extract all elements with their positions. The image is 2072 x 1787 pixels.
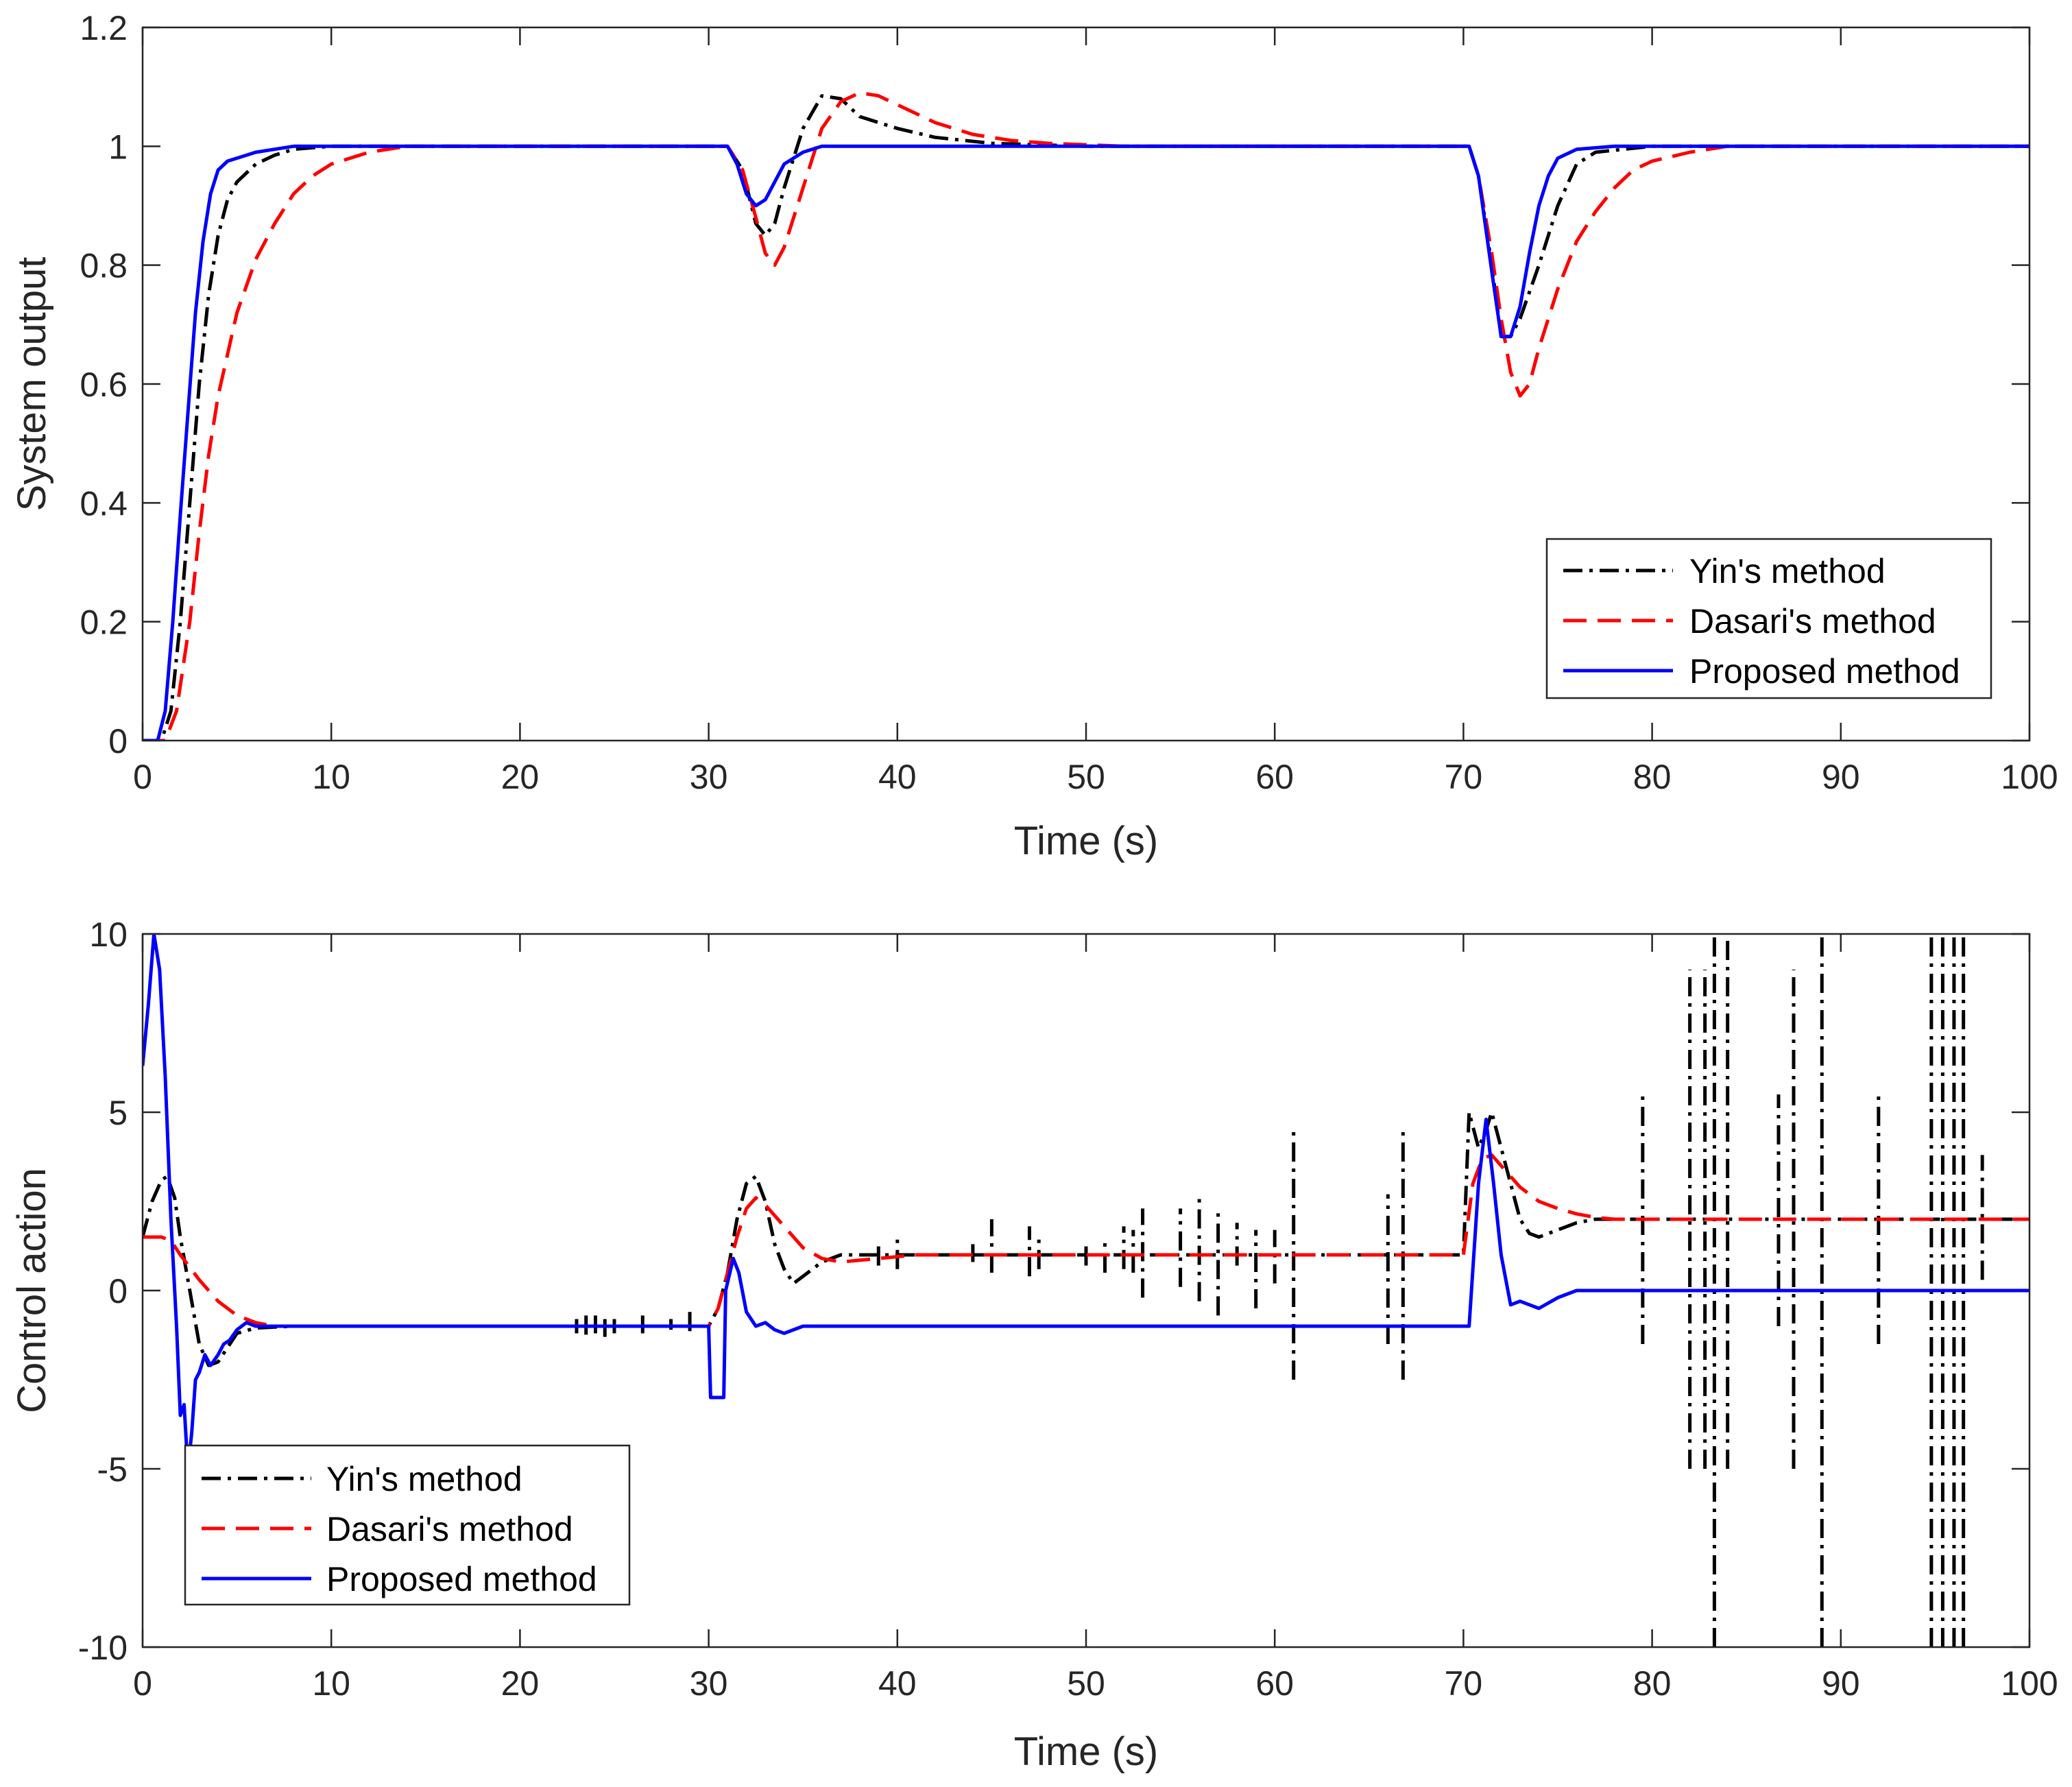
y-tick-label: -10 bbox=[78, 1629, 128, 1667]
y-tick-label: 0 bbox=[108, 722, 128, 760]
x-tick-label: 80 bbox=[1633, 758, 1672, 796]
y-axis-label: Control action bbox=[10, 1168, 54, 1413]
y-tick-labels: -10 -5 0 5 10 bbox=[78, 915, 128, 1667]
x-tick-label: 20 bbox=[501, 1664, 540, 1703]
series-line-proposed-method bbox=[143, 144, 2029, 741]
x-tick-labels: 0 10 20 30 40 50 60 70 80 90 100 bbox=[133, 1664, 2058, 1703]
y-tick-label: 0 bbox=[108, 1272, 128, 1310]
x-tick-label: 80 bbox=[1633, 1664, 1672, 1703]
series-line-yin-s-method bbox=[143, 1110, 2029, 1367]
axes-box bbox=[141, 26, 2031, 742]
series-line-yin-s-method bbox=[143, 94, 2029, 741]
x-axis-label: Time (s) bbox=[1014, 1729, 1158, 1774]
series-lines bbox=[143, 934, 2029, 1647]
legend-label-yin: Yin's method bbox=[1689, 552, 1886, 590]
x-tick-label: 0 bbox=[133, 1664, 152, 1703]
x-tick-label: 0 bbox=[133, 758, 152, 796]
x-tick-label: 10 bbox=[312, 1664, 350, 1703]
x-tick-label: 50 bbox=[1067, 1664, 1105, 1703]
x-tick-label: 90 bbox=[1822, 1664, 1860, 1703]
x-tick-label: 60 bbox=[1255, 758, 1294, 796]
x-tick-label: 50 bbox=[1067, 758, 1105, 796]
y-tick-label: 0.4 bbox=[80, 484, 128, 523]
chart-system-output: 0 10 20 30 40 50 60 70 80 90 100 0 0.2 0.4 0.6 0.8 1 1.2… bbox=[10, 9, 2058, 863]
series-line-proposed-method bbox=[143, 934, 2029, 1471]
legend-label-yin: Yin's method bbox=[326, 1460, 522, 1498]
x-tick-label: 20 bbox=[501, 758, 540, 796]
y-tick-label: 1.2 bbox=[80, 9, 128, 47]
y-tick-label: 0.8 bbox=[80, 247, 128, 285]
x-tick-label: 10 bbox=[312, 758, 350, 796]
legend-label-proposed: Proposed method bbox=[1689, 652, 1960, 691]
y-tick-label: 10 bbox=[89, 915, 128, 954]
x-tick-label: 30 bbox=[690, 758, 728, 796]
x-tick-label: 100 bbox=[2001, 1664, 2058, 1703]
series-line-dasari-s-method bbox=[143, 91, 2029, 741]
axes-box bbox=[141, 933, 2031, 1648]
x-tick-labels: 0 10 20 30 40 50 60 70 80 90 100 bbox=[133, 758, 2058, 796]
legend-label-dasari: Dasari's method bbox=[1689, 602, 1936, 640]
x-tick-label: 90 bbox=[1822, 758, 1860, 796]
y-axis-label: System output bbox=[10, 257, 54, 512]
x-tick-label: 30 bbox=[690, 1664, 728, 1703]
legend-label-dasari: Dasari's method bbox=[326, 1510, 573, 1548]
x-tick-label: 70 bbox=[1445, 1664, 1483, 1703]
y-tick-label: 0.2 bbox=[80, 603, 128, 642]
y-tick-label: 0.6 bbox=[80, 365, 128, 404]
series-line-dasari-s-method bbox=[143, 1153, 2029, 1328]
x-tick-label: 60 bbox=[1255, 1664, 1294, 1703]
chart-control-action: 0 10 20 30 40 50 60 70 80 90 100 -10 -5 0 5 10 Time (s… bbox=[10, 915, 2058, 1774]
x-tick-label: 40 bbox=[878, 758, 917, 796]
legend: Yin's method Dasari's method Proposed me… bbox=[1545, 538, 1992, 699]
legend-label-proposed: Proposed method bbox=[326, 1560, 597, 1598]
legend: Yin's method Dasari's method Proposed me… bbox=[184, 1444, 631, 1606]
x-tick-label: 40 bbox=[878, 1664, 917, 1703]
x-tick-label: 70 bbox=[1445, 758, 1483, 796]
y-tick-label: 5 bbox=[108, 1094, 128, 1132]
y-tick-label: 1 bbox=[108, 128, 128, 166]
series-lines bbox=[143, 91, 2029, 741]
x-axis-label: Time (s) bbox=[1014, 819, 1158, 863]
x-tick-label: 100 bbox=[2001, 758, 2058, 796]
y-tick-label: -5 bbox=[97, 1450, 128, 1489]
y-tick-labels: 0 0.2 0.4 0.6 0.8 1 1.2 bbox=[80, 9, 128, 760]
